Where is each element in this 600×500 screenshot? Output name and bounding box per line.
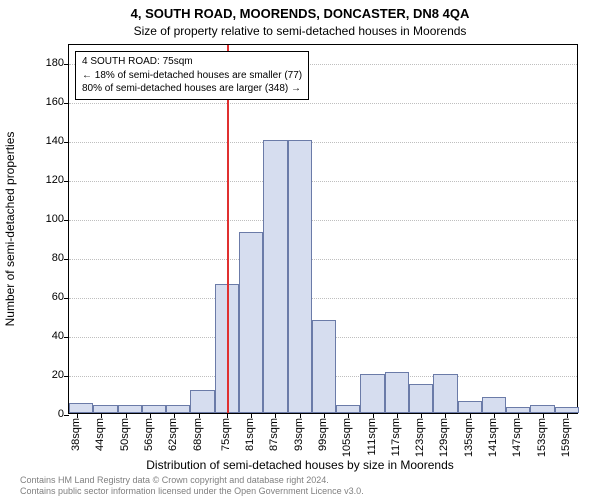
histogram-bar [93,405,117,413]
histogram-bar [409,384,433,413]
x-axis-label: Distribution of semi-detached houses by … [0,458,600,472]
xtick-label: 123sqm [414,418,426,457]
chart-title-sub: Size of property relative to semi-detach… [0,24,600,38]
histogram-bar [239,232,263,413]
xtick-label: 93sqm [293,418,305,451]
ytick-label: 0 [24,408,64,420]
xtick-label: 44sqm [94,418,106,451]
xtick-label: 147sqm [511,418,523,457]
plot-area: 4 SOUTH ROAD: 75sqm ← 18% of semi-detach… [68,44,578,414]
gridline [69,259,577,260]
ytick-mark [64,103,69,104]
xtick-label: 135sqm [463,418,475,457]
gridline [69,220,577,221]
xtick-label: 141sqm [487,418,499,457]
gridline [69,181,577,182]
histogram-bar [336,405,360,413]
xtick-label: 153sqm [536,418,548,457]
ytick-label: 40 [24,330,64,342]
xtick-label: 75sqm [220,418,232,451]
xtick-label: 117sqm [390,418,402,456]
ytick-mark [64,64,69,65]
legend-line: 4 SOUTH ROAD: 75sqm [82,55,302,69]
legend-line: 80% of semi-detached houses are larger (… [82,82,302,96]
histogram-bar [312,320,336,413]
ytick-mark [64,142,69,143]
xtick-label: 50sqm [119,418,131,451]
histogram-bar [433,374,457,413]
ytick-mark [64,337,69,338]
xtick-label: 99sqm [317,418,329,451]
ytick-mark [64,376,69,377]
ytick-label: 160 [24,96,64,108]
xtick-label: 159sqm [560,418,572,457]
xtick-label: 68sqm [192,418,204,451]
ytick-label: 60 [24,291,64,303]
xtick-label: 129sqm [438,418,450,457]
histogram-bar [360,374,384,413]
legend-box: 4 SOUTH ROAD: 75sqm ← 18% of semi-detach… [75,51,309,100]
footer-text: Contains HM Land Registry data © Crown c… [20,475,364,497]
gridline [69,298,577,299]
chart-title-main: 4, SOUTH ROAD, MOORENDS, DONCASTER, DN8 … [0,6,600,21]
y-axis-label: Number of semi-detached properties [3,132,17,327]
ytick-mark [64,415,69,416]
histogram-bar [458,401,482,413]
ytick-mark [64,181,69,182]
legend-line: ← 18% of semi-detached houses are smalle… [82,69,302,83]
ytick-label: 20 [24,369,64,381]
histogram-bar [118,405,142,413]
xtick-label: 81sqm [244,418,256,451]
ytick-mark [64,220,69,221]
xtick-label: 62sqm [167,418,179,451]
ytick-label: 140 [24,135,64,147]
xtick-label: 87sqm [268,418,280,451]
xtick-label: 38sqm [70,418,82,451]
footer-line: Contains public sector information licen… [20,486,364,497]
footer-line: Contains HM Land Registry data © Crown c… [20,475,364,486]
histogram-bar [288,140,312,413]
xtick-label: 111sqm [366,418,378,456]
histogram-bar [385,372,409,413]
marker-line [227,45,229,413]
ytick-label: 80 [24,252,64,264]
xtick-label: 105sqm [341,418,353,457]
histogram-bar [166,405,190,413]
gridline [69,142,577,143]
ytick-mark [64,298,69,299]
xtick-label: 56sqm [143,418,155,451]
ytick-label: 120 [24,174,64,186]
ytick-label: 180 [24,57,64,69]
gridline [69,103,577,104]
histogram-bar [69,403,93,413]
histogram-bar [263,140,287,413]
ytick-mark [64,259,69,260]
histogram-bar [190,390,214,413]
histogram-bar [530,405,554,413]
histogram-bar [142,405,166,413]
histogram-bar [482,397,506,413]
ytick-label: 100 [24,213,64,225]
